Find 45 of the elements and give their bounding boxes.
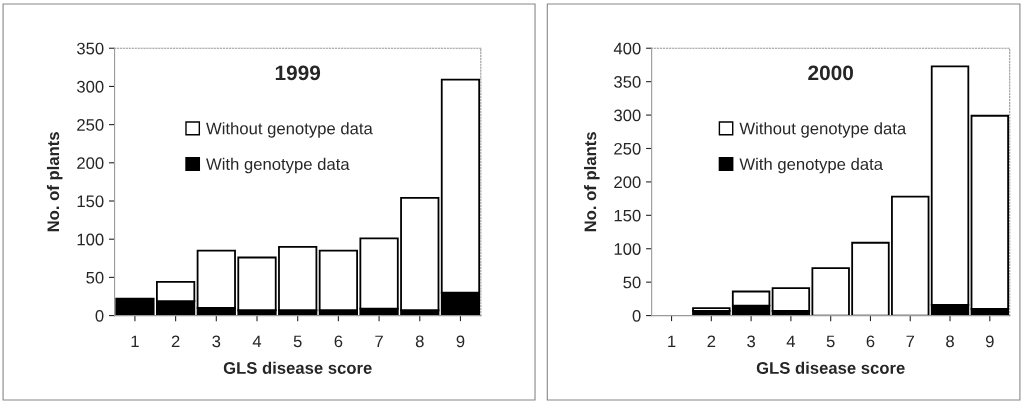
y-tick-label: 100 xyxy=(614,243,641,255)
y-tick-label: 150 xyxy=(614,209,641,222)
text: 2000 xyxy=(808,65,853,81)
y-tick-label: 50 xyxy=(86,271,104,284)
x-tick-label: 2 xyxy=(707,335,716,348)
x-tick-label: 4 xyxy=(252,335,262,348)
x-tick-label: 2 xyxy=(171,335,180,348)
legend-label: Without genotype data xyxy=(739,122,907,138)
x-tick-label: 5 xyxy=(826,335,835,348)
legend-label: With genotype data xyxy=(206,157,350,174)
x-tick-label: 6 xyxy=(334,335,343,348)
x-tick-label: 1 xyxy=(131,335,139,348)
x-tick-label: 9 xyxy=(456,335,465,348)
y-tick-label: 300 xyxy=(76,80,104,93)
y-tick-label: 200 xyxy=(614,176,641,189)
y-tick-label: 250 xyxy=(77,119,104,131)
x-tick-label: 7 xyxy=(906,335,915,348)
x-axis-title: GLS disease score xyxy=(223,361,372,374)
text: 1999 xyxy=(275,65,321,81)
y-tick-label: 150 xyxy=(77,195,104,208)
y-tick-label: 350 xyxy=(614,76,641,88)
x-tick-label: 5 xyxy=(293,335,302,348)
x-tick-label: 3 xyxy=(212,335,221,348)
legend-label: Without genotype data xyxy=(206,122,373,138)
y-axis-title: No. of plants xyxy=(584,132,600,232)
x-tick-label: 9 xyxy=(985,335,994,348)
legend-label: With genotype data xyxy=(739,157,883,174)
y-tick-label: 300 xyxy=(614,109,641,122)
y-tick-label: 0 xyxy=(95,309,104,322)
y-tick-label: 250 xyxy=(614,142,641,155)
y-tick-label: 350 xyxy=(76,42,104,55)
x-tick-label: 8 xyxy=(415,335,424,348)
x-tick-label: 4 xyxy=(786,335,796,348)
y-tick-label: 100 xyxy=(77,233,104,246)
x-tick-label: 6 xyxy=(866,335,875,348)
y-tick-label: 50 xyxy=(623,276,641,289)
x-tick-label: 1 xyxy=(668,335,676,348)
x-tick-label: 7 xyxy=(375,335,383,348)
x-tick-label: 3 xyxy=(747,335,756,348)
y-axis-title: No. of plants xyxy=(46,132,63,232)
x-tick-label: 8 xyxy=(946,335,954,348)
y-tick-label: 0 xyxy=(632,309,641,322)
x-axis-title: GLS disease score xyxy=(756,361,905,374)
y-tick-label: 400 xyxy=(613,42,641,55)
y-tick-label: 200 xyxy=(77,157,104,170)
